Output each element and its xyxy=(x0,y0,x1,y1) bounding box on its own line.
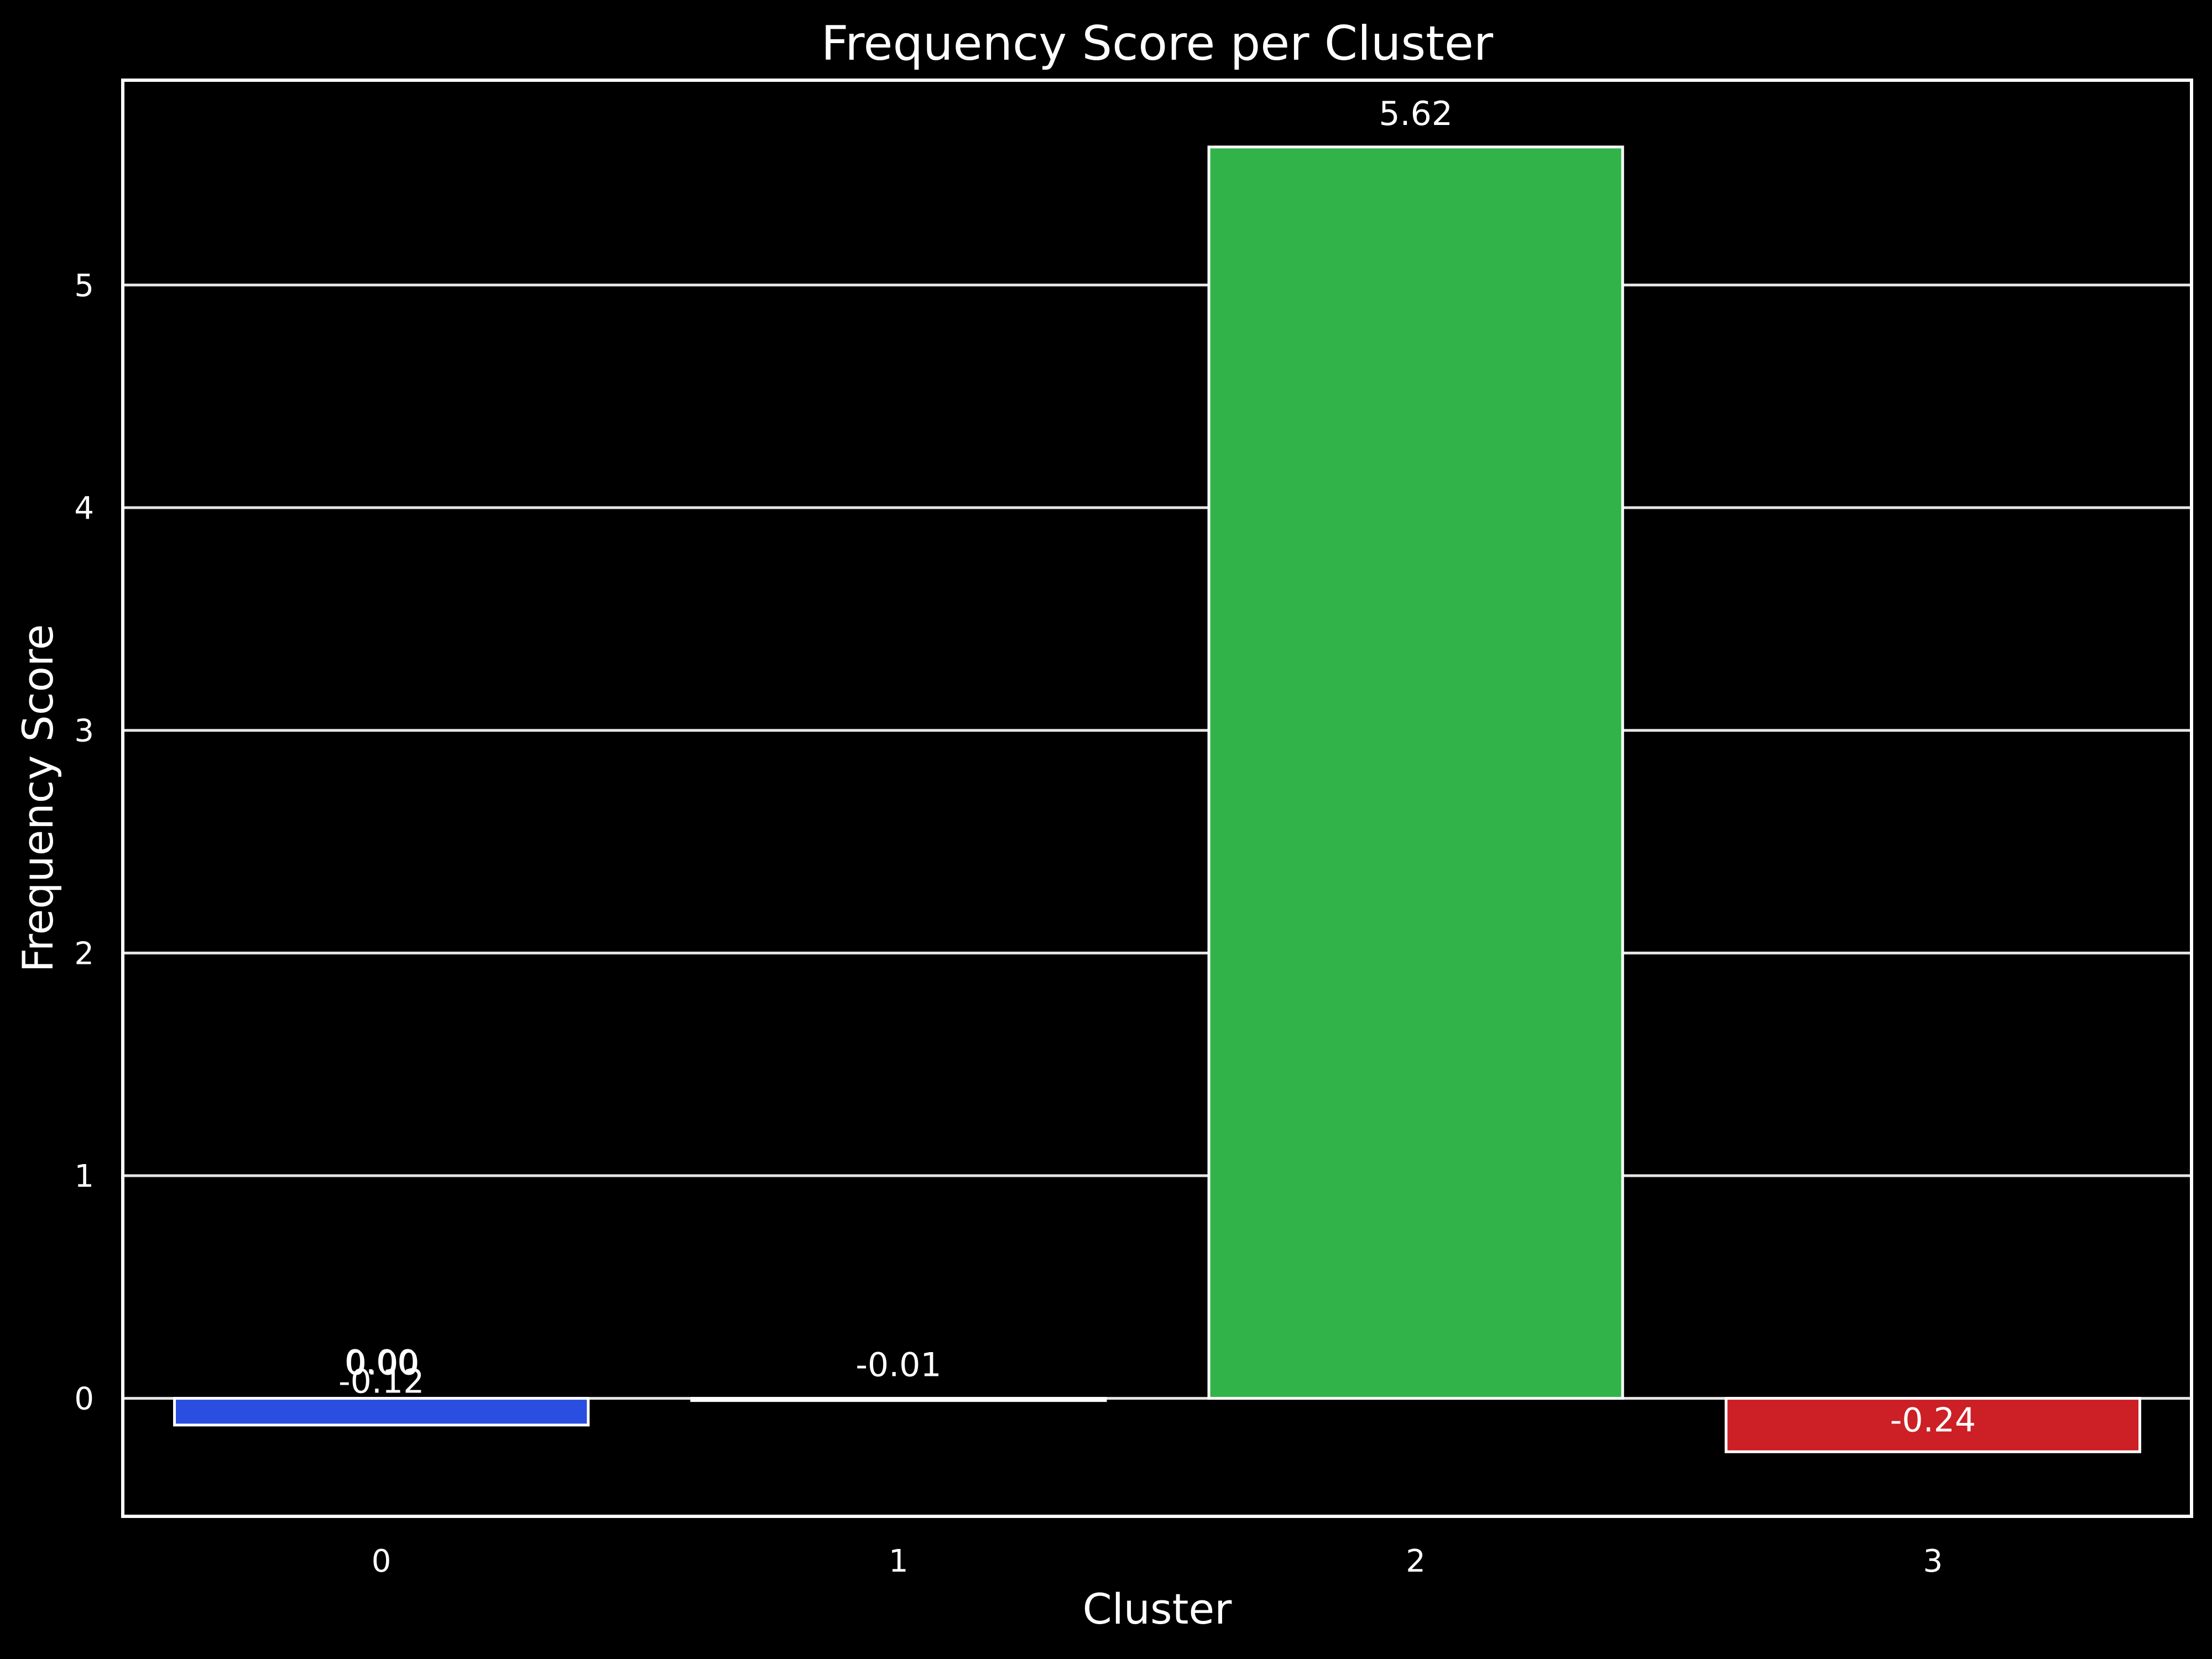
x-axis-title: Cluster xyxy=(1083,1584,1233,1634)
extra-value-label: 0.00 xyxy=(345,1343,419,1382)
bar-value-label: -0.01 xyxy=(855,1346,941,1385)
extra-value-label: 0.00 xyxy=(346,1344,420,1383)
bar-cluster-1 xyxy=(690,1397,1107,1402)
y-tick-label: 2 xyxy=(74,936,94,972)
x-axis-ticks: 0 1 2 3 xyxy=(372,1543,1943,1579)
y-axis-title: Frequency Score xyxy=(13,624,62,973)
y-axis-ticks: 0 1 2 3 4 5 xyxy=(74,268,94,1417)
x-tick-label: 2 xyxy=(1406,1543,1426,1579)
bar-cluster-2 xyxy=(1207,145,1624,1400)
bar-cluster-3 xyxy=(1724,1397,2141,1453)
data-labels: -0.12 -0.015.62-0.240.000.00 xyxy=(338,95,1976,1440)
bar-cluster-0 xyxy=(173,1397,590,1427)
bar-value-label: 5.62 xyxy=(1379,95,1453,133)
x-tick-label: 3 xyxy=(1923,1543,1943,1579)
bars xyxy=(173,145,2141,1453)
x-tick-label: 1 xyxy=(889,1543,909,1579)
x-tick-label: 0 xyxy=(372,1543,392,1579)
y-tick-label: 0 xyxy=(74,1381,94,1417)
y-tick-label: 4 xyxy=(74,491,94,526)
plot-frame xyxy=(121,79,2193,1518)
bar-value-label: -0.12 xyxy=(338,1363,424,1401)
chart-title: Frequency Score per Cluster xyxy=(821,16,1494,71)
bar-value-label: -0.24 xyxy=(1890,1401,1976,1440)
y-tick-label: 3 xyxy=(74,713,94,749)
y-tick-label: 5 xyxy=(74,268,94,304)
y-tick-label: 1 xyxy=(74,1159,94,1194)
